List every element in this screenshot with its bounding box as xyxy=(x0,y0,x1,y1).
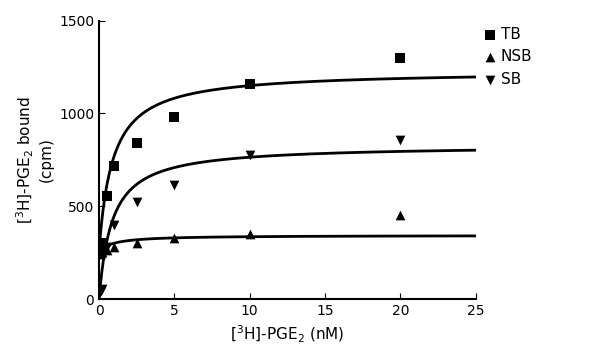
SB xyxy=(97,286,107,292)
X-axis label: [$^3$H]-PGE$_2$ (nM): [$^3$H]-PGE$_2$ (nM) xyxy=(230,324,345,345)
Legend: TB, NSB, SB: TB, NSB, SB xyxy=(479,21,539,93)
TB xyxy=(97,240,107,246)
TB xyxy=(95,246,105,252)
TB xyxy=(132,140,142,146)
SB xyxy=(395,138,405,143)
TB xyxy=(245,81,254,87)
NSB xyxy=(245,231,254,237)
SB xyxy=(245,153,254,158)
TB xyxy=(109,163,119,168)
NSB xyxy=(97,249,107,255)
NSB xyxy=(170,235,179,241)
NSB xyxy=(102,247,112,252)
TB xyxy=(395,55,405,60)
NSB xyxy=(395,212,405,218)
NSB xyxy=(109,244,119,250)
TB xyxy=(102,193,112,199)
Y-axis label: [$^3$H]-PGE$_2$ bound
(cpm): [$^3$H]-PGE$_2$ bound (cpm) xyxy=(15,96,54,224)
SB xyxy=(102,244,112,250)
SB xyxy=(96,288,106,294)
NSB xyxy=(132,240,142,246)
SB xyxy=(132,199,142,205)
TB xyxy=(96,243,106,248)
TB xyxy=(170,114,179,120)
NSB xyxy=(95,251,105,257)
SB xyxy=(170,182,179,188)
SB xyxy=(109,222,119,228)
SB xyxy=(95,289,105,295)
NSB xyxy=(96,250,106,256)
